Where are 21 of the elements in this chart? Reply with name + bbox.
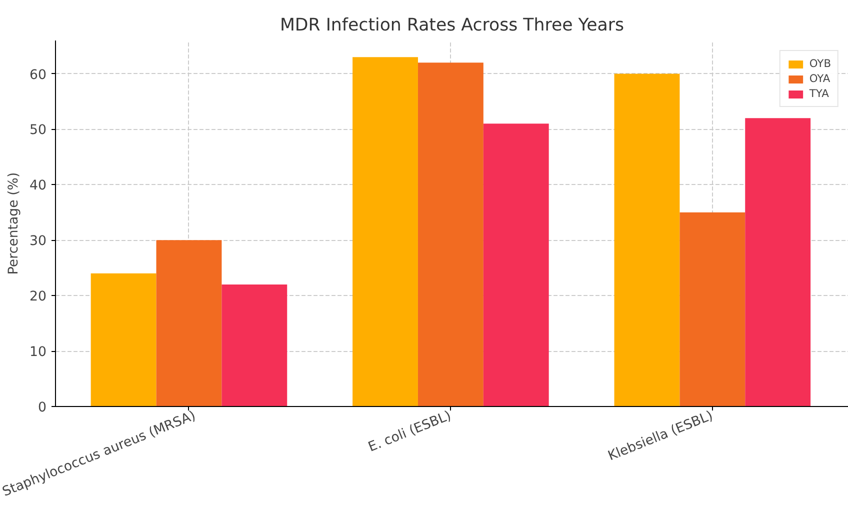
y-axis-title: Percentage (%)	[6, 172, 22, 275]
bar	[614, 74, 680, 406]
y-tick-label: 20	[30, 290, 47, 305]
y-tick-label: 50	[30, 123, 47, 138]
legend-label: OYB	[809, 57, 831, 70]
y-tick-label: 30	[30, 234, 47, 250]
y-tick-label: 10	[30, 345, 47, 360]
bar	[418, 62, 484, 406]
bar	[745, 118, 811, 406]
legend-label: OYA	[809, 72, 830, 85]
y-tick-label: 0	[38, 400, 47, 416]
chart-title: MDR Infection Rates Across Three Years	[280, 16, 624, 36]
y-tick-label: 60	[30, 68, 47, 83]
bar	[222, 284, 288, 406]
legend-label: TYA	[809, 87, 830, 100]
bar	[680, 212, 746, 406]
y-tick-label: 40	[30, 178, 47, 194]
bar	[156, 240, 222, 406]
bar	[352, 57, 418, 406]
bar	[90, 273, 156, 406]
bar	[483, 124, 549, 406]
